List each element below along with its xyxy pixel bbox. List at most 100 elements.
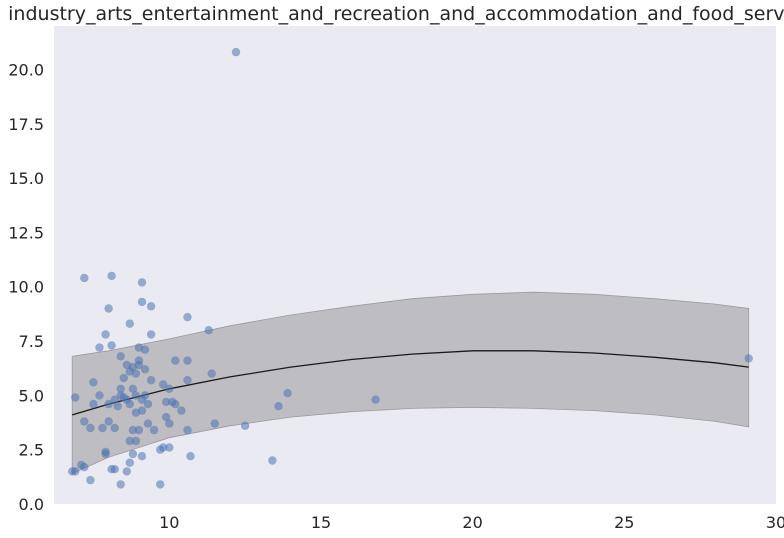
data-point bbox=[137, 297, 147, 307]
data-point bbox=[128, 449, 138, 459]
data-point bbox=[131, 436, 141, 446]
x-tick-label: 25 bbox=[614, 513, 634, 532]
data-point bbox=[210, 419, 219, 428]
data-point bbox=[162, 397, 171, 407]
data-point bbox=[137, 278, 147, 287]
x-tick-label: 30 bbox=[766, 513, 784, 532]
data-point bbox=[80, 417, 89, 426]
data-point bbox=[146, 330, 156, 339]
data-point bbox=[125, 436, 134, 446]
data-point bbox=[240, 421, 250, 430]
data-point bbox=[125, 458, 134, 467]
data-point bbox=[101, 449, 110, 459]
data-point bbox=[371, 395, 380, 404]
data-point bbox=[183, 356, 192, 365]
data-point bbox=[156, 445, 165, 454]
data-point bbox=[125, 399, 134, 409]
y-tick-label: 20.0 bbox=[8, 61, 44, 80]
data-point bbox=[116, 384, 125, 393]
data-point bbox=[107, 341, 116, 350]
y-tick-label: 2.5 bbox=[19, 441, 44, 460]
data-point bbox=[95, 391, 104, 400]
y-tick-label: 12.5 bbox=[8, 223, 44, 242]
data-point bbox=[98, 423, 107, 433]
data-point bbox=[80, 273, 89, 283]
x-tick-label: 15 bbox=[311, 513, 331, 532]
data-point bbox=[125, 319, 134, 328]
data-point bbox=[143, 399, 153, 409]
data-point bbox=[71, 393, 80, 402]
data-point bbox=[231, 47, 241, 57]
data-point bbox=[183, 425, 192, 435]
x-tick-labels: 10 15 20 25 30 bbox=[159, 513, 784, 532]
data-point bbox=[186, 452, 195, 461]
data-point bbox=[165, 419, 174, 428]
data-point bbox=[744, 354, 753, 363]
y-tick-label: 17.5 bbox=[8, 115, 44, 134]
data-point bbox=[171, 399, 180, 409]
y-tick-labels: 0.0 2.5 5.0 7.5 10.0 12.5 15.0 17.5 20.0 bbox=[8, 61, 44, 515]
data-point bbox=[156, 480, 165, 489]
y-tick-label: 7.5 bbox=[19, 332, 44, 351]
data-point bbox=[149, 425, 159, 435]
data-point bbox=[110, 423, 119, 433]
y-tick-label: 10.0 bbox=[8, 278, 44, 297]
data-point bbox=[159, 380, 168, 389]
data-point bbox=[165, 384, 174, 393]
data-point bbox=[107, 271, 116, 281]
data-point bbox=[131, 408, 141, 417]
data-point bbox=[171, 356, 180, 365]
data-point bbox=[183, 312, 192, 322]
data-point bbox=[162, 412, 171, 422]
data-point bbox=[134, 425, 144, 435]
data-point bbox=[116, 352, 125, 361]
data-point bbox=[143, 419, 153, 428]
data-point bbox=[104, 399, 113, 409]
data-point bbox=[204, 326, 213, 335]
confidence-band bbox=[71, 291, 750, 475]
data-point bbox=[128, 425, 138, 435]
data-point bbox=[140, 365, 150, 374]
data-point bbox=[80, 462, 89, 472]
x-tick-label: 20 bbox=[462, 513, 482, 532]
data-point bbox=[134, 360, 144, 370]
data-point bbox=[177, 406, 186, 415]
data-point bbox=[183, 376, 192, 385]
scatter-points bbox=[68, 47, 753, 489]
data-point bbox=[122, 467, 131, 476]
data-point bbox=[89, 378, 98, 387]
data-point bbox=[274, 402, 283, 411]
data-point bbox=[104, 417, 113, 426]
data-point bbox=[283, 389, 292, 398]
data-point bbox=[131, 369, 141, 378]
data-point bbox=[207, 369, 216, 378]
data-point bbox=[95, 343, 104, 352]
data-point bbox=[140, 345, 150, 354]
data-point bbox=[110, 465, 119, 474]
data-point bbox=[128, 384, 138, 393]
data-point bbox=[110, 395, 119, 404]
data-point bbox=[131, 391, 141, 400]
y-tick-label: 15.0 bbox=[8, 169, 44, 188]
data-point bbox=[146, 376, 156, 385]
data-point bbox=[137, 452, 147, 461]
data-point bbox=[119, 373, 128, 383]
data-point bbox=[137, 395, 147, 404]
data-point bbox=[268, 456, 277, 465]
data-point bbox=[86, 475, 95, 485]
data-point bbox=[113, 402, 122, 411]
y-tick-label: 5.0 bbox=[19, 386, 44, 405]
data-point bbox=[71, 467, 80, 476]
data-point bbox=[101, 330, 110, 339]
data-point bbox=[146, 302, 156, 311]
data-point bbox=[86, 423, 95, 433]
data-point bbox=[104, 304, 113, 313]
data-point bbox=[165, 443, 174, 452]
confidence-band-layer bbox=[71, 291, 750, 475]
y-tick-label: 0.0 bbox=[19, 495, 44, 514]
x-tick-label: 10 bbox=[159, 513, 179, 532]
data-point bbox=[89, 399, 98, 409]
data-point bbox=[116, 480, 125, 489]
chart-title: industry_arts_entertainment_and_recreati… bbox=[8, 3, 784, 25]
